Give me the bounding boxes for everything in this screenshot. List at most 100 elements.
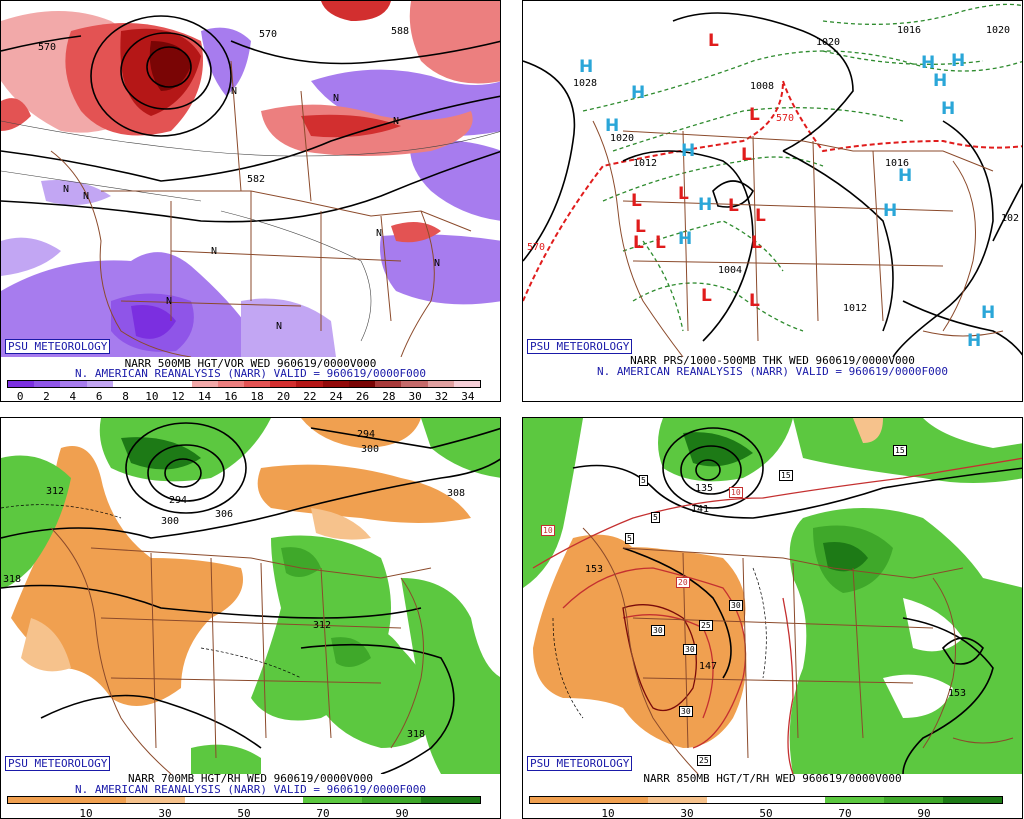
colorbar-tick-label: 4 <box>69 390 77 402</box>
high-pressure-symbol: H <box>681 141 696 161</box>
temp-label: 25 <box>699 620 713 631</box>
colorbar-swatch <box>165 381 192 387</box>
vort-marker: N <box>63 184 70 195</box>
humidity-colorbar <box>7 796 481 804</box>
high-pressure-symbol: H <box>605 116 620 136</box>
humidity-colorbar <box>529 796 1003 804</box>
vort-marker: N <box>376 228 383 239</box>
colorbar-swatch <box>362 797 421 803</box>
low-pressure-symbol: L <box>633 233 644 253</box>
temp-label: 10 <box>729 487 743 498</box>
contour-label: 570 <box>259 29 278 40</box>
high-pressure-symbol: H <box>698 195 713 215</box>
isobar-label: 1004 <box>718 265 743 276</box>
temp-label: 30 <box>683 644 697 655</box>
map-valid-caption: N. AMERICAN REANALYSIS (NARR) VALID = 96… <box>597 365 948 378</box>
contour-label: 318 <box>407 729 426 740</box>
vorticity-colorbar <box>7 380 481 388</box>
low-pressure-symbol: L <box>749 291 760 311</box>
high-pressure-symbol: H <box>981 303 996 323</box>
colorbar-swatch <box>185 797 244 803</box>
contour-label: 153 <box>948 688 967 699</box>
colorbar-swatch <box>589 797 648 803</box>
panel-700mb-rh: 312 318 294 300 306 300 294 308 312 318 … <box>0 417 501 819</box>
contour-label: 147 <box>699 661 718 672</box>
humidity-map-850mb <box>523 418 1022 774</box>
low-pressure-symbol: L <box>708 31 719 51</box>
vort-marker: N <box>231 86 238 97</box>
temp-label: 30 <box>679 706 693 717</box>
isobar-label: 1020 <box>610 133 635 144</box>
colorbar-tick-label: 20 <box>276 390 291 402</box>
contour-label: 141 <box>691 504 710 515</box>
high-pressure-symbol: H <box>883 201 898 221</box>
colorbar-swatch <box>86 381 113 387</box>
colorbar-tick-label: 30 <box>680 807 694 819</box>
temp-label: 5 <box>651 512 660 523</box>
temp-label: 5 <box>625 533 634 544</box>
colorbar-tick-label: 70 <box>838 807 852 819</box>
vorticity-map <box>1 1 500 357</box>
colorbar-swatch <box>270 381 297 387</box>
contour-label: 300 <box>361 444 380 455</box>
high-pressure-symbol: H <box>898 166 913 186</box>
vort-marker: N <box>276 321 283 332</box>
colorbar-tick-label: 6 <box>95 390 103 402</box>
thickness-label: 570 <box>527 242 546 253</box>
colorbar-swatch <box>648 797 707 803</box>
isobar-label: 1016 <box>885 158 910 169</box>
colorbar-tick-label: 2 <box>43 390 50 402</box>
vorticity-colorbar-ticks: 0 2 4 6 8 10 12 14 16 18 20 22 24 26 28 30 32 34 <box>7 390 481 402</box>
psu-meteorology-badge: PSU METEOROLOGY <box>527 756 633 771</box>
contour-label: 318 <box>3 574 22 585</box>
colorbar-swatch <box>303 797 362 803</box>
thickness-label: 570 <box>776 113 795 124</box>
colorbar-tick-label: 50 <box>237 807 251 819</box>
colorbar-swatch <box>243 381 271 387</box>
colorbar-tick-label: 50 <box>759 807 773 819</box>
high-pressure-symbol: H <box>941 99 956 119</box>
panel-500mb-vorticity: 570 570 588 582 N N N N N N N N N N PSU … <box>0 0 501 402</box>
contour-label: 312 <box>46 486 65 497</box>
isobar-label: 1028 <box>573 78 598 89</box>
colorbar-tick-label: 8 <box>122 390 129 402</box>
colorbar-swatch <box>884 797 943 803</box>
temp-label: 5 <box>639 475 648 486</box>
colorbar-tick-label: 10 <box>145 390 159 402</box>
colorbar-tick-label: 30 <box>158 807 172 819</box>
temp-label: 20 <box>676 577 690 588</box>
colorbar-tick-label: 12 <box>171 390 185 402</box>
colorbar-tick-label: 14 <box>197 390 212 402</box>
vort-marker: N <box>166 296 173 307</box>
low-pressure-symbol: L <box>635 217 646 237</box>
high-pressure-symbol: H <box>951 51 966 71</box>
temp-label: 30 <box>651 625 665 636</box>
colorbar-tick-label: 32 <box>434 390 449 402</box>
humidity-map-700mb <box>1 418 500 774</box>
colorbar-tick-label: 16 <box>224 390 238 402</box>
map-caption: NARR 500MB HGT/VOR WED 960619/0000V000 <box>124 357 377 370</box>
vort-marker: N <box>333 93 340 104</box>
colorbar-swatch <box>453 381 480 387</box>
colorbar-swatch <box>943 797 1002 803</box>
high-pressure-symbol: H <box>678 229 693 249</box>
isobar-label: 1012 <box>633 158 658 169</box>
colorbar-swatch <box>112 381 140 387</box>
colorbar-swatch <box>348 381 376 387</box>
high-pressure-symbol: H <box>579 57 594 77</box>
low-pressure-symbol: L <box>741 145 752 165</box>
humidity-colorbar-ticks: 10 30 50 70 90 <box>529 807 1003 819</box>
map-caption: NARR PRS/1000-500MB THK WED 960619/0000V… <box>630 354 915 367</box>
vort-marker: N <box>83 191 90 202</box>
map-caption: NARR 700MB HGT/RH WED 960619/0000V000 <box>127 772 374 785</box>
colorbar-tick-label: 90 <box>395 807 409 819</box>
temp-label: 30 <box>729 600 743 611</box>
low-pressure-symbol: L <box>749 105 760 125</box>
humidity-colorbar-ticks: 10 30 50 70 90 <box>7 807 481 819</box>
map-valid-caption: N. AMERICAN REANALYSIS (NARR) VALID = 96… <box>75 367 426 380</box>
contour-label: 153 <box>585 564 604 575</box>
contour-label: 294 <box>169 495 188 506</box>
low-pressure-symbol: L <box>751 233 762 253</box>
vort-marker: N <box>393 116 400 127</box>
isobar-label: 102 <box>1001 213 1020 224</box>
